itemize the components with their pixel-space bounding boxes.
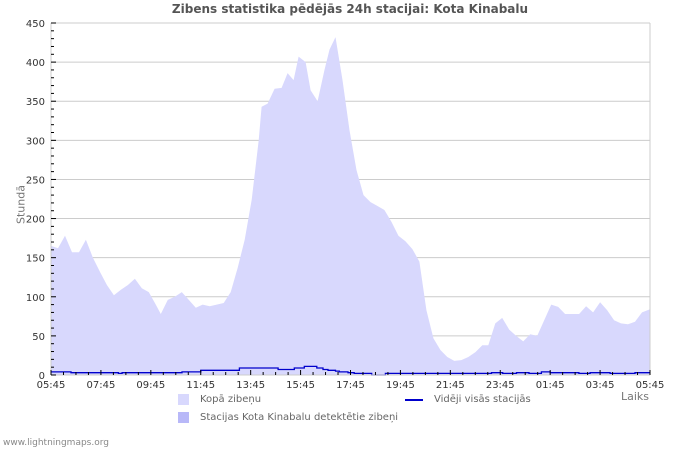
svg-text:100: 100	[26, 293, 45, 304]
svg-text:350: 350	[26, 97, 45, 108]
footer-credit: www.lightningmaps.org	[3, 438, 109, 448]
svg-text:07:45: 07:45	[87, 380, 116, 391]
svg-text:250: 250	[26, 175, 45, 186]
svg-text:150: 150	[26, 254, 45, 265]
legend-label-total: Kopā zibeņu	[200, 394, 262, 405]
legend-label-station: Stacijas Kota Kinabalu detektētie zibeņi	[200, 412, 399, 423]
svg-text:50: 50	[32, 332, 45, 343]
svg-text:19:45: 19:45	[386, 380, 415, 391]
y-axis-label: Stundā	[14, 185, 28, 224]
svg-text:15:45: 15:45	[286, 380, 315, 391]
svg-text:01:45: 01:45	[536, 380, 565, 391]
svg-text:13:45: 13:45	[236, 380, 265, 391]
svg-text:300: 300	[26, 136, 45, 147]
legend-item-total: Kopā zibeņu	[178, 394, 261, 405]
svg-text:200: 200	[26, 215, 45, 226]
svg-text:05:45: 05:45	[636, 380, 665, 391]
y-axis-ticks: 0 50 100 150 200 250 300 350 400 450	[26, 19, 56, 382]
x-axis-ticks: 05:45 07:45 09:45 11:45 13:45 15:45 17:45 19:45…	[37, 370, 665, 391]
svg-text:23:45: 23:45	[486, 380, 515, 391]
svg-text:450: 450	[26, 19, 45, 30]
legend-swatch-station	[178, 412, 189, 423]
legend-label-average: Vidēji visās stacijās	[434, 394, 531, 405]
svg-text:09:45: 09:45	[136, 380, 165, 391]
legend-item-station: Stacijas Kota Kinabalu detektētie zibeņi	[178, 412, 398, 423]
chart-title: Zibens statistika pēdējās 24h stacijai: …	[171, 2, 529, 16]
total-lightning-area	[51, 37, 650, 375]
svg-text:05:45: 05:45	[37, 380, 66, 391]
svg-text:03:45: 03:45	[586, 380, 615, 391]
svg-text:0: 0	[39, 371, 45, 382]
legend-item-average: Vidēji visās stacijās	[405, 394, 531, 405]
svg-text:17:45: 17:45	[336, 380, 365, 391]
svg-text:11:45: 11:45	[186, 380, 215, 391]
x-axis-label: Laiks	[621, 390, 650, 403]
legend-swatch-average	[405, 398, 423, 401]
svg-text:400: 400	[26, 58, 45, 69]
svg-text:21:45: 21:45	[436, 380, 465, 391]
legend-swatch-total	[178, 394, 189, 405]
